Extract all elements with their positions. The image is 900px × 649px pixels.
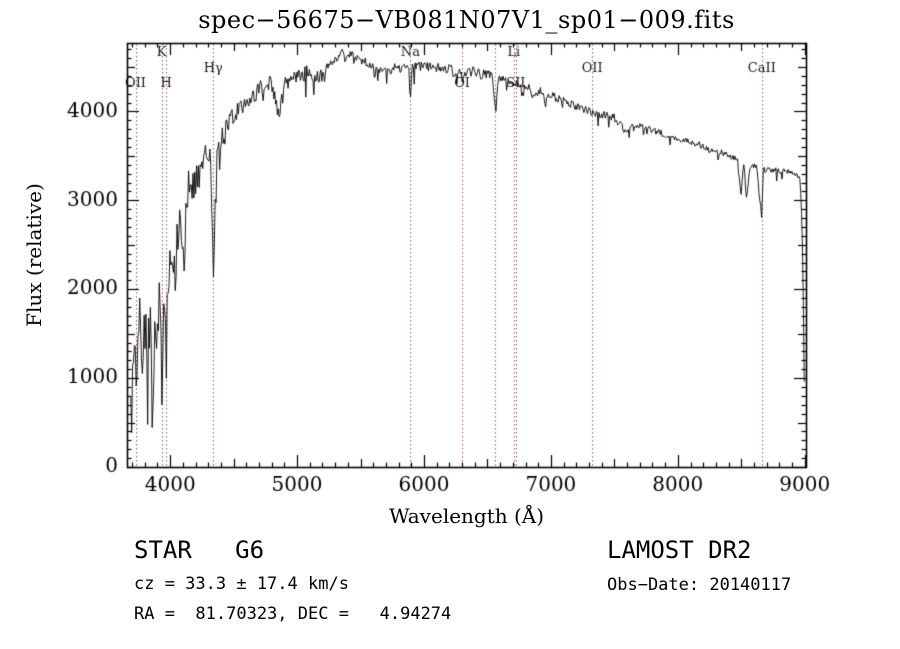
coordinates-text: RA = 81.70323, DEC = 4.94274 xyxy=(134,604,452,624)
radial-velocity-text: cz = 33.3 ± 17.4 km/s xyxy=(134,574,349,594)
y-axis-label: Flux (relative) xyxy=(22,183,46,327)
x-axis-label: Wavelength (Å) xyxy=(388,504,545,528)
obs-date-text: Obs−Date: 20140117 xyxy=(607,575,792,595)
object-class-text: STAR G6 xyxy=(134,536,265,564)
plot-title: spec−56675−VB081N07V1_sp01−009.fits xyxy=(198,6,735,34)
survey-release-text: LAMOST DR2 xyxy=(607,536,752,564)
